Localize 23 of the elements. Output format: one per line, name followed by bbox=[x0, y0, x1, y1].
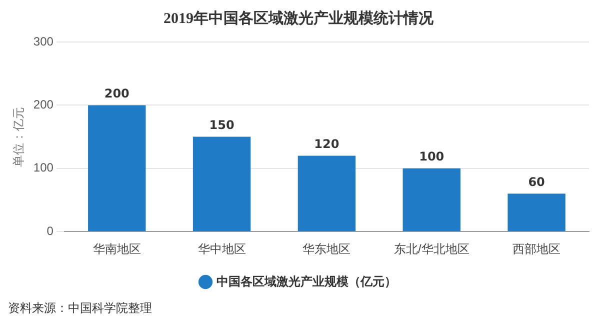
text: 资料来源：中国科学院整理 bbox=[8, 300, 152, 317]
data-label: 200 bbox=[104, 86, 130, 100]
bar bbox=[192, 136, 251, 232]
x-tick-label: 西部地区 bbox=[512, 242, 561, 256]
x-tick-label: 华南地区 bbox=[92, 242, 141, 256]
data-label: 150 bbox=[209, 118, 234, 132]
data-label: 100 bbox=[419, 150, 444, 164]
bar bbox=[298, 156, 356, 232]
y-tick-label: 300 bbox=[33, 34, 54, 48]
data-label: 120 bbox=[314, 136, 340, 151]
x-tick-label: 华中地区 bbox=[198, 242, 246, 256]
legend-label: 中国各区域激光产业规模（亿元） bbox=[216, 274, 396, 288]
y-tick-label: 0 bbox=[46, 224, 54, 238]
y-tick-label: 200 bbox=[33, 98, 54, 112]
bar bbox=[402, 168, 460, 232]
x-tick-label: 东北/华北地区 bbox=[394, 242, 470, 256]
chart-title: 2019年中国各区域激光产业规模统计情况 bbox=[164, 10, 434, 27]
bar bbox=[88, 105, 146, 232]
x-tick-label: 华东地区 bbox=[302, 242, 351, 256]
y-axis-title: 单位：亿元 bbox=[12, 106, 26, 167]
data-label: 60 bbox=[528, 174, 545, 189]
bar bbox=[508, 194, 566, 232]
y-tick-label: 100 bbox=[33, 160, 54, 175]
